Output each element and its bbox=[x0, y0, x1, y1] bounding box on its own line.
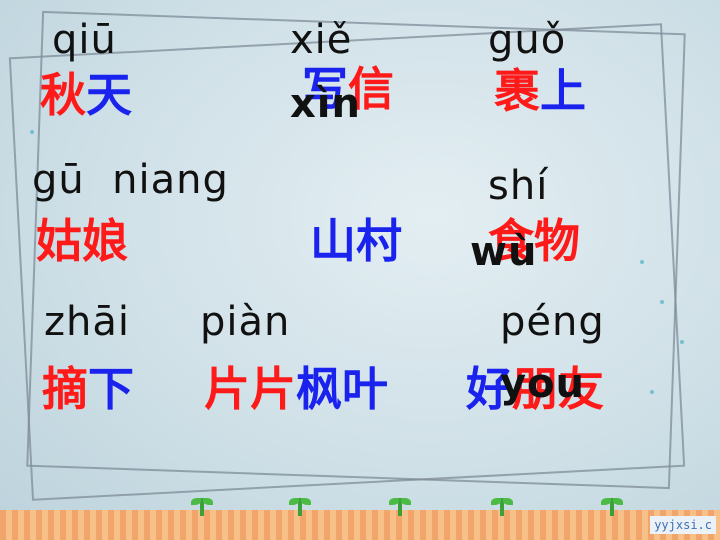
sprout-icon bbox=[601, 498, 614, 516]
char: 摘 bbox=[42, 362, 88, 416]
char: 食 bbox=[488, 214, 534, 268]
sprout-icon bbox=[491, 498, 504, 516]
decor-dot bbox=[650, 390, 654, 394]
word-shiwu: 食物 bbox=[488, 218, 580, 264]
char: 友 bbox=[558, 362, 604, 416]
char: 天 bbox=[86, 68, 132, 122]
sprout-icon bbox=[389, 498, 402, 516]
word-haopengyou: 好朋友 bbox=[466, 366, 604, 412]
pinyin-wu: wù bbox=[470, 229, 538, 275]
pinyin-shi: shí bbox=[488, 163, 549, 209]
decor-dot bbox=[680, 340, 684, 344]
char: 好 bbox=[466, 362, 512, 416]
pinyin-xie: xiě bbox=[290, 17, 353, 63]
char: 物 bbox=[534, 214, 580, 268]
decor-dot bbox=[660, 300, 664, 304]
site-logo: yyjxsi.c bbox=[650, 516, 716, 534]
pinyin-guniang: gū niang bbox=[32, 157, 229, 203]
char: 山 bbox=[310, 214, 356, 268]
word-guniang: 姑娘 bbox=[36, 218, 128, 264]
char: 村 bbox=[356, 214, 402, 268]
char: 姑 bbox=[36, 214, 82, 268]
word-zhaixia: 摘下 bbox=[42, 366, 134, 412]
word-qiutian: 秋天 bbox=[40, 72, 132, 118]
char: 秋 bbox=[40, 68, 86, 122]
decor-dot bbox=[640, 260, 644, 264]
pinyin-peng: péng bbox=[500, 299, 605, 345]
sprout-icon bbox=[191, 498, 204, 516]
char: 片 bbox=[250, 362, 296, 416]
word-shancun: 山村 bbox=[310, 218, 402, 264]
char: 枫 bbox=[296, 362, 342, 416]
word-pianpianfengye: 片片枫叶 bbox=[204, 366, 388, 412]
sprout-icon bbox=[289, 498, 302, 516]
pinyin-pian: piàn bbox=[200, 299, 291, 345]
char: 片 bbox=[204, 362, 250, 416]
char: 上 bbox=[540, 64, 586, 118]
char: 叶 bbox=[342, 362, 388, 416]
pinyin-you: you bbox=[500, 361, 586, 407]
pinyin-qiu: qiū bbox=[52, 17, 117, 63]
pinyin-guo: guǒ bbox=[488, 17, 567, 63]
char: 写 bbox=[302, 62, 348, 116]
char: 裹 bbox=[494, 64, 540, 118]
word-xiexin: 写信 bbox=[302, 66, 394, 112]
ground-strip bbox=[0, 510, 720, 540]
char: 信 bbox=[348, 62, 394, 116]
pinyin-xin: xìn bbox=[290, 81, 361, 127]
char: 朋 bbox=[512, 362, 558, 416]
decor-dot bbox=[30, 130, 34, 134]
pinyin-zhai: zhāi bbox=[44, 299, 130, 345]
word-guoshang: 裹上 bbox=[494, 68, 586, 114]
char: 下 bbox=[88, 362, 134, 416]
char: 娘 bbox=[82, 214, 128, 268]
